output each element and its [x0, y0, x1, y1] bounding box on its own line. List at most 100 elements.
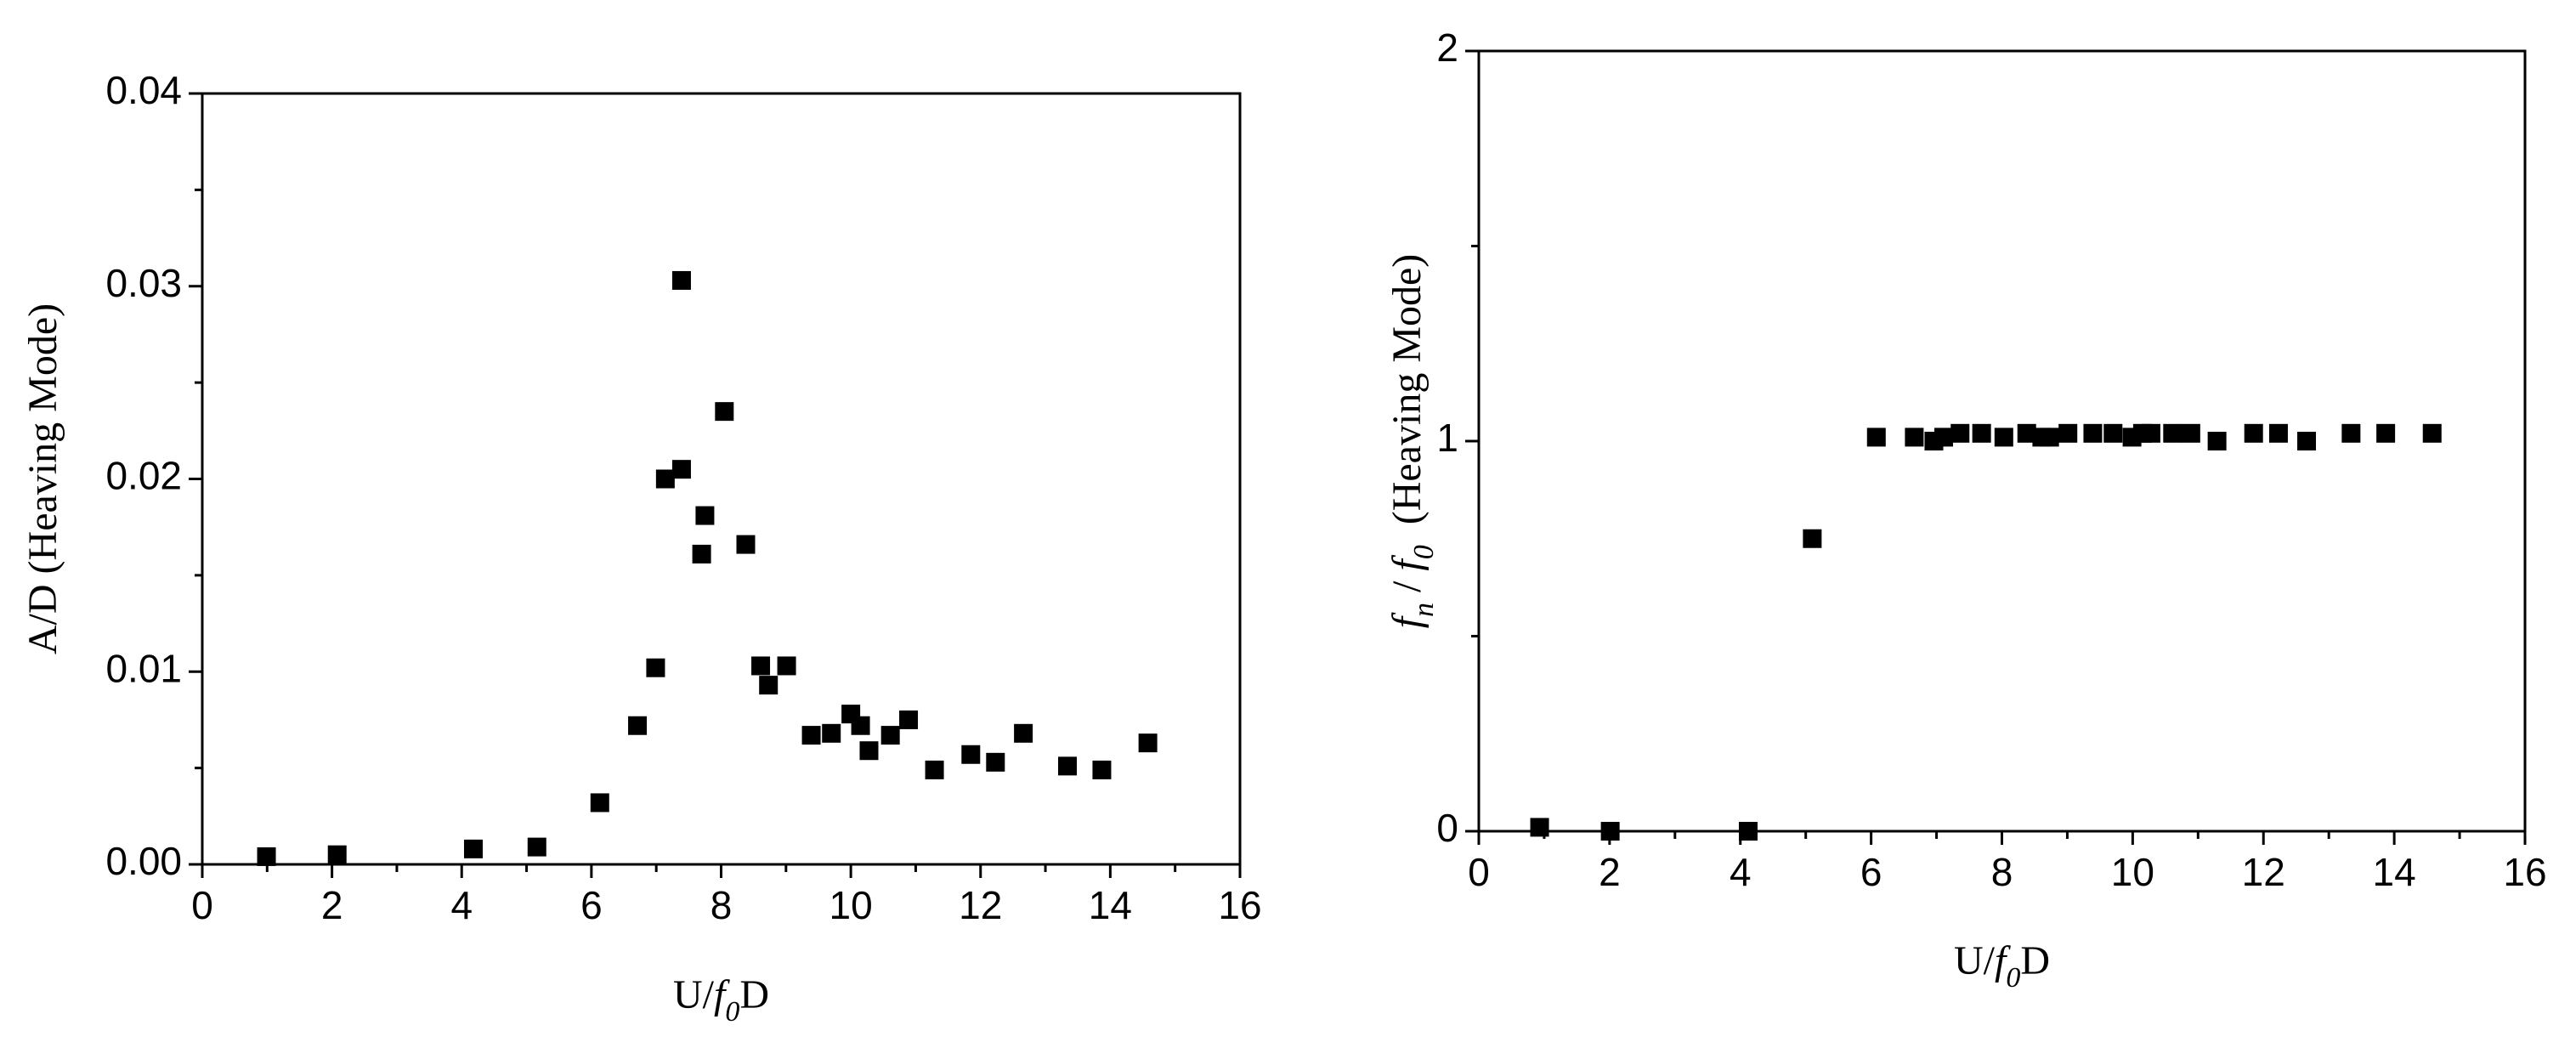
marker [2040, 428, 2059, 447]
x-tick-label: 12 [959, 883, 1002, 927]
marker [2103, 423, 2123, 443]
marker [777, 656, 796, 676]
marker [1905, 428, 1924, 447]
marker [2422, 423, 2442, 443]
x-tick-label: 6 [1860, 850, 1882, 894]
marker [1972, 423, 1991, 443]
label-part: / [1384, 571, 1430, 603]
marker [801, 726, 821, 745]
marker [961, 745, 981, 764]
plot-frame [201, 92, 1242, 866]
y-tick-label: 1 [1436, 416, 1458, 460]
y-tick-label: 0.01 [105, 646, 182, 690]
marker [1092, 760, 1112, 779]
marker [1934, 428, 1954, 447]
y-tick-label: 2 [1436, 25, 1458, 70]
marker [628, 716, 648, 735]
marker [2141, 423, 2160, 443]
marker [851, 716, 870, 735]
y-tick-label: 0.04 [105, 68, 182, 112]
marker [2376, 423, 2396, 443]
marker [1866, 428, 1886, 447]
marker [527, 837, 546, 857]
marker [736, 535, 756, 554]
marker [822, 723, 841, 743]
marker [2058, 423, 2078, 443]
y-axis-label: fn / f0 (Heaving Mode) [1384, 254, 1440, 629]
x-axis-label: U/f0D [673, 972, 769, 1028]
marker [671, 460, 691, 479]
marker [655, 469, 675, 489]
marker [327, 845, 347, 864]
x-tick-label: 10 [829, 883, 873, 927]
marker [986, 752, 1005, 772]
label-part: U/ [673, 972, 715, 1017]
marker [1014, 723, 1033, 743]
label-part: D [2020, 938, 2050, 983]
x-tick-label: 16 [1218, 883, 1261, 927]
label-part: A/D (Heaving Mode) [20, 303, 65, 654]
marker [880, 726, 900, 745]
y-tick-label: 0 [1436, 806, 1458, 850]
y-tick-label: 0.02 [105, 454, 182, 498]
marker [1803, 529, 1822, 548]
x-tick-label: 8 [1991, 850, 2013, 894]
marker [671, 270, 691, 290]
marker [899, 710, 919, 729]
x-tick-label: 4 [1730, 850, 1752, 894]
marker [1530, 818, 1549, 837]
marker [463, 839, 483, 858]
marker [1058, 756, 1078, 776]
marker [2268, 423, 2288, 443]
marker [2297, 432, 2317, 450]
marker [1950, 423, 1970, 443]
label-part: 0 [725, 996, 739, 1028]
x-tick-label: 2 [321, 883, 343, 927]
x-tick-label: 14 [2373, 850, 2416, 894]
plot: 0 2 4 6 8 10 12 14 16 0.00 0.01 0.02 0.03 0.04 U/f0D A/… [20, 68, 1262, 1028]
label-part: 0 [1408, 545, 1440, 559]
x-tick-label: 14 [1089, 883, 1132, 927]
marker [257, 847, 276, 866]
marker [2017, 423, 2036, 443]
label-part: n [1408, 603, 1440, 617]
marker [1738, 822, 1758, 841]
marker [2083, 423, 2103, 443]
marker [692, 544, 711, 563]
marker [646, 658, 665, 677]
marker [2244, 423, 2263, 443]
label-part: 0 [2006, 962, 2020, 994]
marker [2207, 432, 2227, 450]
x-tick-label: 16 [2503, 850, 2546, 894]
marker [1994, 428, 2013, 447]
marker [2163, 423, 2183, 443]
label-part: (Heaving Mode) [1384, 254, 1430, 546]
x-tick-label: 4 [450, 883, 473, 927]
x-tick-label: 10 [2111, 850, 2154, 894]
marker [859, 741, 879, 761]
y-tick-label: 0.00 [105, 839, 182, 883]
y-tick-label: 0.03 [105, 261, 182, 305]
x-tick-label: 0 [1468, 850, 1490, 894]
label-part: D [739, 972, 769, 1017]
x-tick-label: 6 [580, 883, 603, 927]
marker [1138, 733, 1158, 753]
x-tick-label: 2 [1599, 850, 1621, 894]
marker [751, 656, 771, 676]
x-tick-label: 12 [2242, 850, 2285, 894]
y-axis-label: A/D (Heaving Mode) [20, 303, 65, 654]
x-tick-label: 0 [191, 883, 213, 927]
marker [2341, 423, 2361, 443]
marker [715, 402, 734, 422]
marker [759, 676, 778, 695]
x-tick-label: 8 [711, 883, 733, 927]
marker [695, 506, 715, 525]
marker [1600, 822, 1620, 841]
x-axis-label: U/f0D [1954, 938, 2050, 994]
marker [925, 760, 944, 779]
label-part: U/ [1954, 938, 1996, 983]
marker [590, 793, 609, 813]
marker [2181, 423, 2200, 443]
